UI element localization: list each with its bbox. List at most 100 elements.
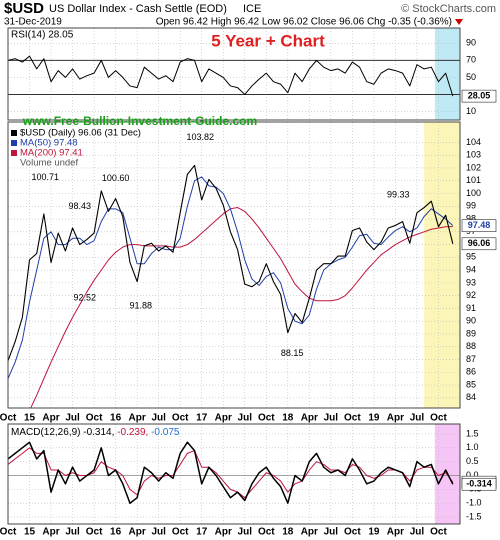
- x-tick-label: Oct: [86, 527, 103, 538]
- rsi-legend: RSI(14) 28.05: [11, 30, 74, 41]
- value-box: [461, 237, 497, 251]
- exchange: ICE: [243, 3, 261, 15]
- x-tick-label: 15: [24, 527, 36, 538]
- legend-label: MA(50) 97.48: [20, 138, 78, 149]
- price-annotation: 91.88: [129, 301, 152, 311]
- series-line: [8, 441, 454, 504]
- x-tick-label: 18: [282, 413, 294, 424]
- y-tick-label: 0.0: [466, 470, 479, 480]
- x-tick-label: Jul: [65, 527, 80, 538]
- price-annotation: 92.52: [74, 292, 97, 302]
- series-line: [8, 164, 454, 361]
- y-tick-label: 99: [466, 201, 476, 211]
- x-tick-label: 16: [110, 413, 122, 424]
- series-line: [8, 55, 454, 97]
- x-tick-label: Oct: [172, 413, 189, 424]
- x-tick-label: Apr: [42, 413, 59, 424]
- date: 31-Dec-2019: [4, 17, 62, 28]
- value-box-label: 28.05: [468, 90, 491, 100]
- legend-swatch: [11, 140, 17, 146]
- x-tick-label: Jul: [151, 527, 166, 538]
- chart-title: 5 Year + Chart: [211, 31, 325, 50]
- y-tick-label: 102: [466, 162, 481, 172]
- x-tick-label: Apr: [215, 413, 232, 424]
- x-tick-label: Apr: [215, 527, 232, 538]
- panel-frame: [7, 423, 461, 525]
- y-tick-label: 98: [466, 213, 476, 223]
- y-tick-label: 91: [466, 303, 476, 313]
- legend-label: $USD (Daily) 96.06 (31 Dec): [20, 128, 141, 139]
- x-tick-label: Oct: [0, 413, 17, 424]
- y-tick-label: 93: [466, 277, 476, 287]
- y-tick-label: 95: [466, 252, 476, 262]
- y-tick-label: 89: [466, 328, 476, 338]
- legend-label: MA(200) 97.41: [20, 148, 83, 159]
- x-tick-label: 18: [282, 527, 294, 538]
- y-tick-label: -1.5: [466, 511, 482, 521]
- y-tick-label: 90: [466, 316, 476, 326]
- x-tick-label: Oct: [258, 527, 275, 538]
- price-annotation: 99.33: [387, 189, 410, 199]
- y-tick-label: 0.5: [466, 456, 479, 466]
- y-tick-label: 90: [466, 38, 476, 48]
- y-tick-label: 88: [466, 341, 476, 351]
- value-box: [461, 477, 497, 491]
- macd-legend-part: -0.075: [151, 427, 180, 438]
- x-tick-label: Oct: [344, 413, 361, 424]
- x-tick-label: 16: [110, 527, 122, 538]
- x-tick-label: Oct: [86, 413, 103, 424]
- source: © StockCharts.com: [401, 3, 496, 15]
- x-tick-label: Jul: [65, 413, 80, 424]
- value-box: [461, 89, 497, 103]
- price-annotation: 98.43: [68, 201, 91, 211]
- x-tick-label: Oct: [344, 527, 361, 538]
- x-tick-label: Jul: [238, 413, 253, 424]
- x-tick-label: Apr: [129, 527, 146, 538]
- legend-label: Volume undef: [20, 158, 78, 169]
- x-tick-label: Oct: [258, 413, 275, 424]
- x-tick-label: Apr: [42, 527, 59, 538]
- watermark: www.Free-Bullion-Investment-Guide.com: [22, 114, 257, 128]
- legend-swatch: [11, 150, 17, 156]
- x-tick-label: Jul: [410, 413, 425, 424]
- x-tick-label: Jul: [410, 527, 425, 538]
- down-arrow: [455, 19, 463, 25]
- x-tick-label: Apr: [129, 413, 146, 424]
- price-annotation: 88.15: [281, 348, 304, 358]
- y-tick-label: 10: [466, 106, 476, 116]
- panel-frame: [7, 121, 461, 409]
- panel-frame: [7, 27, 461, 121]
- y-tick-label: 94: [466, 264, 476, 274]
- value-box-label: -0.314: [466, 479, 492, 489]
- instrument-name: US Dollar Index - Cash Settle (EOD): [49, 3, 227, 15]
- value-box-label: 97.48: [468, 220, 491, 230]
- quote: Open 96.42 High 96.42 Low 96.02 Close 96…: [156, 17, 452, 28]
- x-tick-label: Jul: [238, 527, 253, 538]
- y-tick-label: 50: [466, 72, 476, 82]
- price-annotation: 100.71: [32, 172, 60, 182]
- y-tick-label: 85: [466, 379, 476, 389]
- x-tick-label: 17: [196, 527, 208, 538]
- macd-legend-part: -0.239,: [117, 427, 151, 438]
- x-tick-label: Apr: [301, 413, 318, 424]
- y-tick-label: 1.5: [466, 428, 479, 438]
- x-tick-label: Oct: [430, 527, 447, 538]
- x-tick-label: 15: [24, 413, 36, 424]
- y-tick-label: -1.0: [466, 498, 482, 508]
- y-tick-label: 101: [466, 175, 481, 185]
- y-tick-label: 1.0: [466, 442, 479, 452]
- y-tick-label: 92: [466, 290, 476, 300]
- series-line: [30, 207, 453, 408]
- x-tick-label: Oct: [0, 527, 17, 538]
- x-tick-label: Apr: [387, 413, 404, 424]
- value-box: [461, 219, 497, 232]
- x-tick-label: 17: [196, 413, 208, 424]
- x-tick-label: Jul: [324, 413, 339, 424]
- value-box-label: 96.06: [468, 238, 491, 248]
- highlight: [424, 122, 460, 408]
- y-tick-label: 87: [466, 354, 476, 364]
- x-tick-label: Apr: [301, 527, 318, 538]
- x-tick-label: 19: [368, 527, 380, 538]
